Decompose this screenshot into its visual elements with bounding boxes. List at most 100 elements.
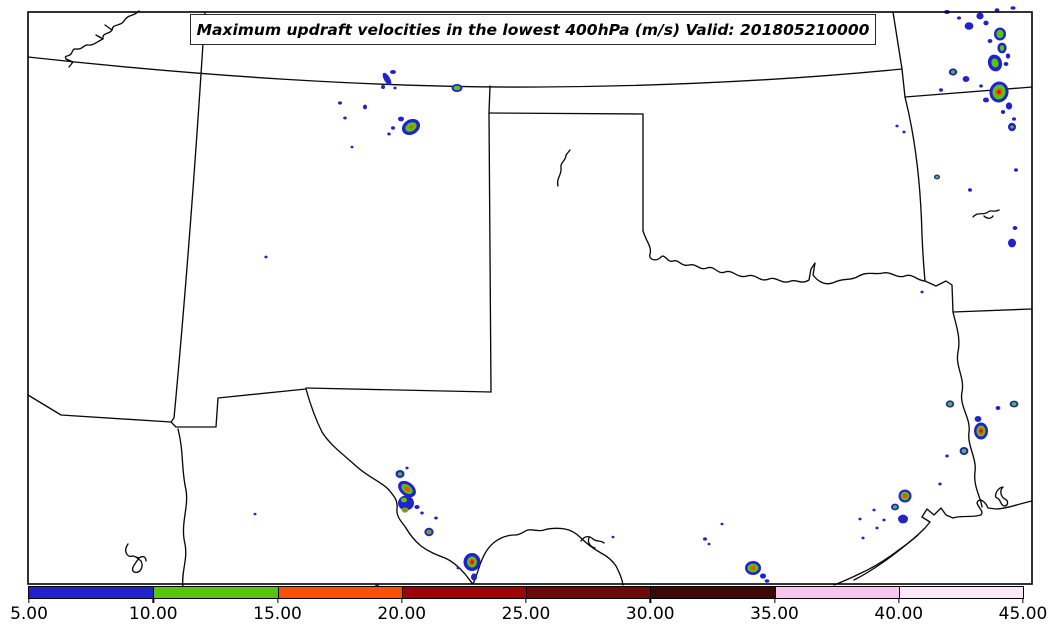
colorbar-tick-label: 40.00 xyxy=(874,604,924,624)
updraft-cell xyxy=(363,104,367,110)
colorbar-tick xyxy=(1022,599,1024,603)
updraft-cell xyxy=(703,537,707,541)
colorbar-tick-label: 5.00 xyxy=(10,604,48,624)
colorbar-segment-15-20 xyxy=(277,587,402,598)
coast-barrier-islands xyxy=(853,534,919,581)
updraft-cell xyxy=(997,42,1007,54)
updraft-cell xyxy=(962,76,970,82)
updraft-cell xyxy=(994,8,1000,12)
updraft-cells-layer xyxy=(253,6,1019,588)
updraft-cell xyxy=(1008,122,1016,132)
updraft-cell xyxy=(387,132,391,136)
updraft-cell xyxy=(720,522,724,526)
colorbar-segment-30-35 xyxy=(650,587,775,598)
updraft-cell xyxy=(989,81,1009,103)
state-line-ks-mo xyxy=(892,11,906,98)
colorbar: 5.00 10.00 15.00 20.00 25.00 30.00 35.00 40.00 4… xyxy=(10,586,1047,624)
updraft-cell xyxy=(945,454,949,458)
colorbar-tick xyxy=(152,599,154,603)
updraft-cell xyxy=(343,116,347,120)
updraft-cell xyxy=(920,290,924,294)
updraft-cell xyxy=(405,466,409,470)
colorbar-tick-label: 25.00 xyxy=(501,604,551,624)
map-frame xyxy=(27,11,1033,585)
updraft-cell xyxy=(338,101,342,105)
state-line-ok-panhandle-south xyxy=(488,112,644,115)
updraft-cell xyxy=(420,511,424,515)
updraft-cell xyxy=(398,480,416,498)
updraft-cell xyxy=(381,85,385,89)
colorbar-segment-10-15 xyxy=(153,587,278,598)
updraft-cell xyxy=(382,72,392,86)
colorbar-tick-label: 45.00 xyxy=(998,604,1048,624)
updraft-cell xyxy=(957,16,961,20)
state-borders-layer xyxy=(27,10,1033,588)
colorbar-segment-40-45 xyxy=(898,587,1023,598)
title-box: Maximum updraft velocities in the lowest… xyxy=(190,14,876,45)
colorbar-tick-label: 20.00 xyxy=(377,604,427,624)
colorbar-segment-20-25 xyxy=(401,587,526,598)
updraft-cell xyxy=(987,54,1003,72)
updraft-cell xyxy=(1003,62,1009,66)
updraft-cell xyxy=(858,517,862,521)
updraft-cell xyxy=(898,514,908,524)
updraft-cell xyxy=(898,489,912,503)
colorbar-tick xyxy=(773,599,776,603)
updraft-cell xyxy=(945,400,955,408)
state-line-ok-ar xyxy=(904,96,926,282)
river-rio-grande xyxy=(305,388,624,586)
updraft-cell xyxy=(424,527,434,537)
state-line-tx-nm-south xyxy=(305,387,492,393)
updraft-cell xyxy=(401,497,407,503)
updraft-cell xyxy=(745,561,761,575)
updraft-cell xyxy=(253,512,257,516)
updraft-cell xyxy=(983,97,989,103)
updraft-cell xyxy=(1012,226,1018,230)
updraft-cell xyxy=(395,470,405,478)
updraft-cell xyxy=(760,573,766,579)
coast-gulf xyxy=(833,499,1033,586)
updraft-cell xyxy=(463,553,481,571)
updraft-cell xyxy=(948,68,958,76)
updraft-cell xyxy=(401,507,409,513)
colorbar-tick xyxy=(649,599,651,603)
lake-amistad xyxy=(580,535,605,549)
updraft-cell xyxy=(393,86,397,90)
updraft-cell xyxy=(401,118,421,136)
colorbar-tick xyxy=(28,599,30,603)
colorbar-tick xyxy=(401,599,403,603)
updraft-cell xyxy=(611,535,615,539)
updraft-cell xyxy=(891,503,899,511)
colorbar-segment-25-30 xyxy=(526,587,651,598)
updraft-cell xyxy=(350,145,354,149)
updraft-cell xyxy=(456,566,460,570)
updraft-cell xyxy=(1008,238,1016,248)
updraft-cell xyxy=(938,482,942,486)
updraft-cell xyxy=(939,88,943,92)
state-line-mo-ar xyxy=(904,86,1033,98)
updraft-cell xyxy=(995,406,1001,410)
updraft-cell xyxy=(979,84,983,88)
border-mexico-az-nm xyxy=(27,388,307,428)
updraft-cell xyxy=(451,84,463,92)
updraft-cell xyxy=(983,20,989,26)
state-line-ut-co-az-nm xyxy=(170,11,206,423)
updraft-cell xyxy=(872,508,876,512)
updraft-cell xyxy=(707,542,711,546)
updraft-cell xyxy=(1009,400,1019,408)
updraft-cell xyxy=(934,174,940,180)
lake-calcasieu xyxy=(994,486,1009,507)
updraft-cell xyxy=(861,536,865,540)
state-line-la-ar xyxy=(952,308,1033,313)
state-line-red-river-tx-ok xyxy=(642,230,926,285)
colorbar-segment-35-40 xyxy=(774,587,899,598)
colorbar-tick-label: 35.00 xyxy=(750,604,799,624)
updraft-cell xyxy=(764,579,770,583)
updraft-cell xyxy=(1012,117,1016,121)
updraft-cell xyxy=(976,12,984,20)
updraft-cell xyxy=(1014,168,1018,172)
state-line-37n-co-ks xyxy=(27,56,903,88)
updraft-cell xyxy=(882,518,886,522)
updraft-cell xyxy=(391,126,395,130)
